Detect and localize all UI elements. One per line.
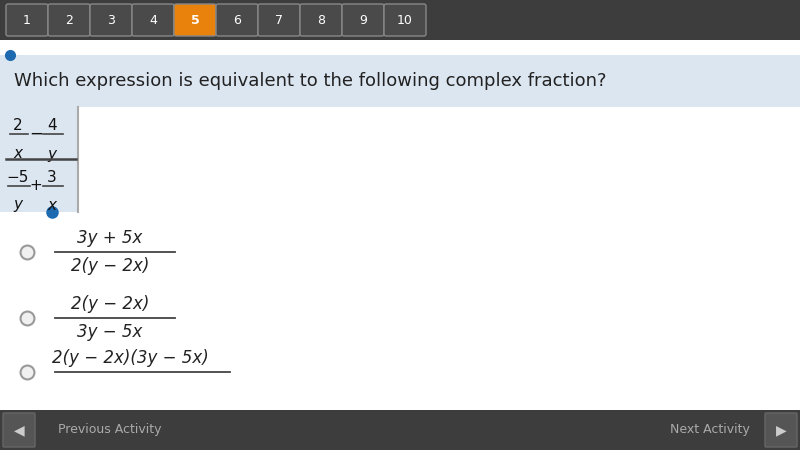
Text: x: x <box>47 198 57 212</box>
FancyBboxPatch shape <box>342 4 384 36</box>
Text: 4: 4 <box>47 117 57 132</box>
Bar <box>0 410 800 450</box>
Bar <box>0 107 78 212</box>
Text: Previous Activity: Previous Activity <box>58 423 162 436</box>
Text: 10: 10 <box>397 14 413 27</box>
Text: 2: 2 <box>13 117 23 132</box>
Text: 3: 3 <box>47 170 57 184</box>
FancyBboxPatch shape <box>300 4 342 36</box>
Text: 7: 7 <box>275 14 283 27</box>
Text: 9: 9 <box>359 14 367 27</box>
Text: 5: 5 <box>190 14 199 27</box>
Text: 4: 4 <box>149 14 157 27</box>
Text: 3: 3 <box>107 14 115 27</box>
Text: x: x <box>14 147 22 162</box>
FancyBboxPatch shape <box>174 4 216 36</box>
Text: +: + <box>30 179 42 194</box>
FancyBboxPatch shape <box>765 413 797 447</box>
FancyBboxPatch shape <box>48 4 90 36</box>
Text: ▶: ▶ <box>776 423 786 437</box>
Text: 3y + 5x: 3y + 5x <box>78 229 142 247</box>
Text: −5: −5 <box>7 170 29 184</box>
FancyBboxPatch shape <box>3 413 35 447</box>
Text: y: y <box>14 198 22 212</box>
Text: 3y − 5x: 3y − 5x <box>78 323 142 341</box>
FancyBboxPatch shape <box>90 4 132 36</box>
Text: Next Activity: Next Activity <box>670 423 750 436</box>
Text: 2(y − 2x): 2(y − 2x) <box>71 295 149 313</box>
Text: 2: 2 <box>65 14 73 27</box>
Text: y: y <box>47 147 57 162</box>
FancyBboxPatch shape <box>384 4 426 36</box>
FancyBboxPatch shape <box>258 4 300 36</box>
Text: 2(y − 2x)(3y − 5x): 2(y − 2x)(3y − 5x) <box>52 349 208 367</box>
Bar <box>0 55 800 107</box>
Text: Which expression is equivalent to the following complex fraction?: Which expression is equivalent to the fo… <box>14 72 606 90</box>
Text: ◀: ◀ <box>14 423 24 437</box>
FancyBboxPatch shape <box>6 4 48 36</box>
FancyBboxPatch shape <box>132 4 174 36</box>
Text: −: − <box>29 125 43 143</box>
Text: 6: 6 <box>233 14 241 27</box>
Text: 1: 1 <box>23 14 31 27</box>
FancyBboxPatch shape <box>216 4 258 36</box>
Bar <box>0 0 800 40</box>
Text: 2(y − 2x): 2(y − 2x) <box>71 257 149 275</box>
Text: 8: 8 <box>317 14 325 27</box>
